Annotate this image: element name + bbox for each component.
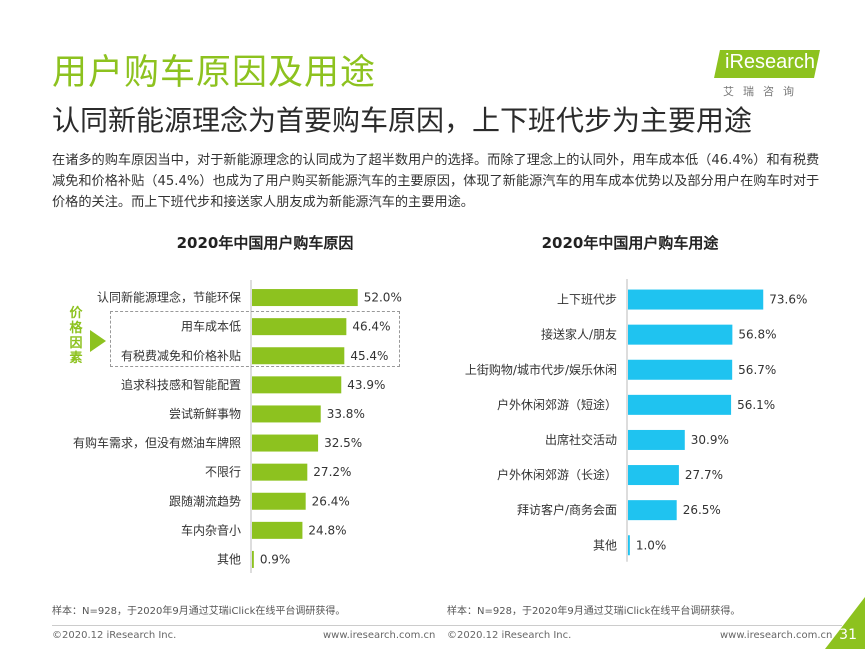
footer-copyright-right: ©2020.12 iResearch Inc. (447, 630, 572, 641)
value-label: 24.8% (308, 523, 346, 537)
bar-4 (628, 429, 685, 450)
purchase-uses-chart: 上下班代步 73.6% 接送家人/朋友 56.8% 上街购物/城市代步/娱乐休闲 56.7… (465, 279, 807, 562)
bar-6 (628, 500, 677, 521)
category-label: 户外休闲郊游（短途） (497, 397, 617, 412)
logo-text: iResearch (725, 51, 816, 73)
category-label: 跟随潮流趋势 (169, 493, 241, 508)
bar-0 (628, 289, 764, 310)
description-paragraph: 在诸多的购车原因当中，对于新能源理念的认同成为了超半数用户的选择。而除了理念上的… (52, 153, 820, 210)
value-label: 26.5% (683, 503, 721, 517)
value-label: 43.9% (347, 378, 385, 392)
right-sample-note: 样本：N=928，于2020年9月通过艾瑞iClick在线平台调研获得。 (447, 606, 741, 617)
footer-url-right[interactable]: www.iresearch.com.cn (720, 630, 833, 641)
value-label: 52.0% (364, 291, 402, 305)
category-label: 出席社交活动 (545, 432, 617, 447)
category-label: 尝试新鲜事物 (169, 406, 241, 421)
category-label: 有购车需求，但没有燃油车牌照 (73, 435, 241, 450)
category-label: 不限行 (205, 465, 241, 479)
category-label: 拜访客户/商务会面 (517, 502, 617, 517)
bar-3 (628, 394, 732, 415)
category-label: 有税费减免和价格补贴 (121, 348, 241, 363)
category-label: 用车成本低 (181, 319, 241, 334)
value-label: 56.1% (737, 398, 775, 412)
bar-4 (252, 405, 321, 423)
footer: ©2020.12 iResearch Inc. www.iresearch.co… (0, 625, 865, 649)
bar-7 (252, 492, 306, 510)
category-label: 接送家人/朋友 (541, 327, 617, 342)
value-label: 0.9% (260, 552, 291, 566)
purchase-reasons-chart: 认同新能源理念，节能环保 52.0% 用车成本低 46.4% 有税费减免和价格补贴 45.… (73, 280, 402, 573)
value-label: 56.8% (738, 328, 776, 342)
right-chart-title: 2020年中国用户购车用途 (541, 234, 719, 252)
left-sample-note: 样本：N=928，于2020年9月通过艾瑞iClick在线平台调研获得。 (52, 606, 346, 617)
iresearch-logo: iResearch 艾瑞咨询 (714, 42, 825, 102)
bar-9 (252, 550, 254, 568)
value-label: 26.4% (312, 494, 350, 508)
bar-2 (628, 359, 733, 380)
category-label: 上街购物/城市代步/娱乐休闲 (465, 362, 617, 377)
value-label: 30.9% (691, 433, 729, 447)
category-label: 认同新能源理念，节能环保 (97, 290, 241, 305)
value-label: 27.2% (313, 465, 351, 479)
bar-5 (628, 465, 679, 486)
logo-subtext: 艾瑞咨询 (723, 85, 803, 98)
category-label: 户外休闲郊游（长途） (497, 467, 617, 482)
bar-3 (252, 376, 342, 394)
page-title: 用户购车原因及用途 (52, 53, 377, 93)
page-number: 31 (839, 627, 857, 643)
category-label: 车内杂音小 (181, 522, 241, 537)
price-factor-label: 价格因素 (69, 306, 83, 366)
value-label: 45.4% (350, 349, 388, 363)
bar-5 (252, 434, 319, 452)
footer-divider (52, 625, 842, 626)
bar-1 (252, 318, 347, 336)
category-label: 其他 (593, 538, 617, 552)
category-label: 追求科技感和智能配置 (121, 377, 241, 392)
value-label: 1.0% (636, 538, 667, 552)
category-label: 上下班代步 (557, 293, 617, 307)
footer-copyright-left: ©2020.12 iResearch Inc. (52, 630, 177, 641)
bar-6 (252, 463, 308, 481)
page-subtitle: 认同新能源理念为首要购车原因，上下班代步为主要用途 (52, 104, 753, 137)
footer-url-left[interactable]: www.iresearch.com.cn (323, 630, 436, 641)
bar-8 (252, 521, 303, 539)
left-chart-title: 2020年中国用户购车原因 (176, 234, 354, 252)
value-label: 46.4% (352, 320, 390, 334)
value-label: 56.7% (738, 363, 776, 377)
price-factor-dashed-box (110, 311, 400, 367)
bar-2 (252, 347, 345, 365)
value-label: 32.5% (324, 436, 362, 450)
corner-triangle (825, 597, 865, 649)
value-label: 33.8% (327, 407, 365, 421)
category-label: 其他 (217, 552, 241, 566)
value-label: 73.6% (769, 293, 807, 307)
value-label: 27.7% (685, 468, 723, 482)
bar-1 (628, 324, 733, 345)
bar-0 (252, 289, 358, 307)
bar-7 (628, 535, 630, 556)
price-factor-arrow-icon (90, 330, 106, 352)
